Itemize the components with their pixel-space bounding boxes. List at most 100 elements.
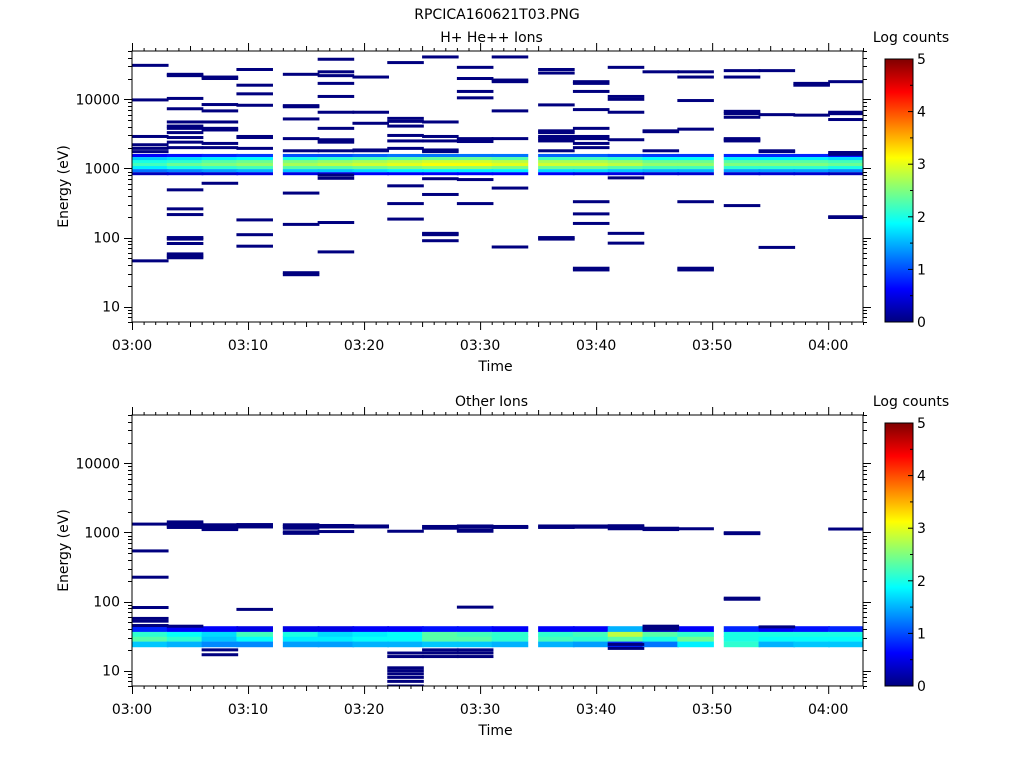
band-cell-0303-29 [166,635,204,642]
count-line-0400-1600 [828,152,863,156]
band-cell-0335-840 [538,172,575,176]
count-line-0309-1200 [236,525,273,529]
band-cell-0338-1030 [572,166,610,170]
band-cell-0351-40 [723,626,761,632]
count-line-0316-1200 [317,525,355,529]
band-cell-0357-840 [793,172,830,176]
band-cell-0338-29 [572,635,610,642]
count-line-0341-2600 [607,138,645,142]
count-line-0325-18 [422,651,459,655]
band-cell-0309-29 [236,635,273,642]
band-cell-0306-40 [201,626,239,632]
band-cell-0309-840 [236,172,273,176]
count-line-0354-26000 [758,69,796,73]
band-cell-0313-1030 [282,166,320,170]
count-line-0313-440 [282,191,320,195]
band-cell-0300-1260 [132,159,169,164]
band-cell-0331-34 [491,631,529,637]
band-cell-0319-840 [352,172,390,176]
count-line-0300-9800 [132,98,169,102]
band-cell-0341-40 [607,626,645,632]
band-cell-0328-40 [456,626,494,632]
band-cell-0309-1390 [236,157,273,161]
band-cell-0309-1140 [236,162,273,167]
band-cell-0322-840 [387,172,424,176]
band-cell-0335-34 [538,631,575,637]
band-cell-0347-1390 [677,157,714,161]
count-line-0309-16000 [236,83,273,87]
band-cell-0341-1140 [607,162,645,167]
count-line-0303-51 [166,256,204,260]
band-cell-0357-1260 [793,159,830,164]
count-line-0351-6700 [723,109,761,113]
band-cell-0347-1540 [677,153,714,157]
colorbar-gradient [884,58,914,323]
band-cell-0316-1260 [317,159,355,164]
count-line-0328-18 [456,651,494,655]
band-cell-0351-1140 [723,162,761,167]
band-cell-0325-34 [422,631,459,637]
count-line-0303-100 [166,236,204,240]
band-cell-0338-1540 [572,153,610,157]
band-cell-0303-34 [166,631,204,637]
band-cell-0354-840 [758,172,796,176]
colorbar-tick-label: 3 [917,157,926,173]
band-cell-0306-1260 [201,159,239,164]
count-line-0325-420 [422,192,459,196]
count-line-0316-2400 [317,140,355,144]
band-cell-0341-1260 [607,159,645,164]
colorbar-label: Log counts [873,30,949,46]
count-line-0335-3500 [538,129,575,133]
band-cell-0335-29 [538,635,575,642]
count-line-0316-25000 [317,70,355,74]
count-line-0309-75 [236,244,273,248]
count-line-0325-2900 [422,134,459,138]
count-line-0316-17000 [317,81,355,85]
band-cell-0357-29 [793,635,830,642]
count-line-0306-1220 [201,524,239,528]
band-cell-0303-840 [166,172,204,176]
band-cell-0335-1260 [538,159,575,164]
x-axis: 03:00 03:10 03:20 03:30 03:40 03:50 04:00 Time [112,407,864,739]
count-line-0306-3600 [201,128,239,132]
count-line-0354-43 [758,625,796,629]
count-line-0309-2800 [236,136,273,140]
colorbar-tick-label: 5 [917,52,926,68]
band-cell-0351-34 [723,631,761,637]
colorbar-tick-label: 1 [917,262,926,278]
count-line-0309-1950 [236,146,273,150]
count-line-0306-1100 [201,528,239,532]
count-line-0344-40 [642,627,680,631]
count-line-0325-1150 [422,526,459,530]
colorbar-tick-label: 4 [917,469,926,485]
band-cell-0347-24 [677,641,714,648]
count-line-0303-3300 [166,131,204,135]
count-line-0316-62 [317,250,355,254]
count-line-0335-3300 [538,131,575,135]
count-line-0354-1750 [758,150,796,154]
band-cell-0319-40 [352,626,390,632]
colorbar: 0 1 2 3 4 5 Log counts [873,30,949,331]
count-line-0341-730 [607,176,645,180]
count-line-0316-3800 [317,126,355,130]
band-cell-0347-40 [677,626,714,632]
count-line-0300-1950 [132,146,169,150]
count-line-0325-90 [422,239,459,243]
count-line-0325-16 [422,655,459,659]
count-line-0341-6500 [607,110,645,114]
y-tick-label: 10 [102,664,120,680]
band-cell-0344-1260 [642,159,680,164]
band-cell-0347-34 [677,631,714,637]
band-cell-0319-1140 [352,162,390,167]
x-tick-label: 03:00 [112,338,152,354]
count-line-0319-1200 [352,525,390,529]
count-line-0341-10000 [607,97,645,101]
count-line-0347-34 [677,268,714,272]
band-cell-0354-40 [758,626,796,632]
count-line-0313-31 [282,271,320,275]
count-line-0344-1100 [642,528,680,532]
x-tick-label: 03:10 [228,338,268,354]
band-cell-0322-29 [387,635,424,642]
count-line-0313-1020 [282,530,320,534]
count-line-0347-9600 [677,99,714,103]
